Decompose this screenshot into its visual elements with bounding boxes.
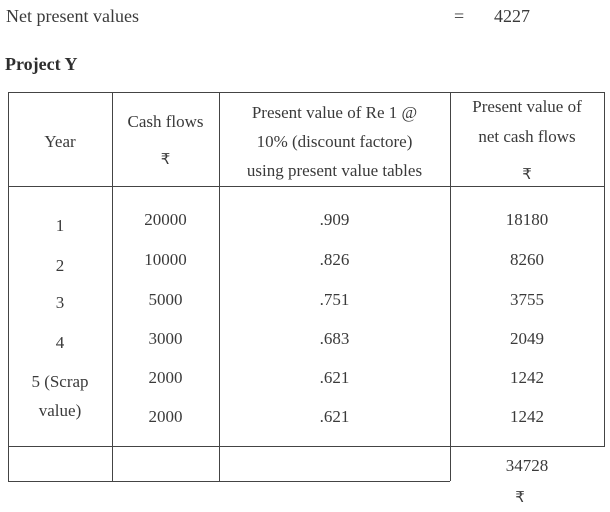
table-cell-factor: .621 [319,368,350,387]
total-pv: 34728 [505,456,549,475]
table-cell-factor: .621 [319,407,350,426]
table-cell-year: 4 [55,333,65,352]
table-right-border [604,92,605,447]
table-cell-year: 1 [55,216,65,235]
col-divider-1 [112,92,113,481]
table-cell-pv: 2049 [510,329,544,348]
col-divider-2 [219,92,220,481]
project-title: Project Y [5,54,78,74]
table-cell-cash-flow: 20000 [144,210,187,229]
table-top-border [8,92,605,93]
table-cell-pv: 3755 [510,290,544,309]
table-left-border [8,92,9,481]
table-cell-cash-flow: 2000 [148,368,183,387]
col-divider-3 [450,92,451,481]
table-cell-cash-flow: 2000 [148,407,183,426]
table-cell-factor: .683 [319,329,350,348]
npv-value: 4227 [494,6,530,26]
table-cell-pv: 18180 [505,210,549,229]
table-cell-pv: 8260 [510,250,544,269]
table-cell-cash-flow: 10000 [144,250,187,269]
table-cell-year: 3 [55,293,65,312]
total-rupee-icon: ₹ [515,488,525,506]
table-bottom-border [8,481,450,482]
table-cell-year: 2 [55,256,65,275]
header-cash-flows: Cash flows [127,112,204,131]
header-bottom-border [8,186,605,187]
table-cell-year: 5 (Scrap [31,372,89,391]
header-pv-factor-line1: Present value of Re 1 @ [251,103,418,122]
body-bottom-border [8,446,605,447]
table-cell-year: value) [38,401,82,420]
header-pv-net-line1: Present value of [472,97,582,116]
npv-equals-sign: = [454,6,465,26]
header-pv-net-line2: net cash flows [478,127,576,146]
header-pv-factor-line2: 10% (discount factore) [256,132,413,151]
table-cell-factor: .909 [319,210,350,229]
header-pv-net-rupee-icon: ₹ [522,165,532,183]
table-cell-cash-flow: 3000 [148,329,183,348]
table-cell-pv: 1242 [510,407,544,426]
table-cell-factor: .826 [319,250,350,269]
header-cash-flows-rupee-icon: ₹ [160,150,171,168]
table-cell-pv: 1242 [510,368,544,387]
header-year: Year [44,132,76,151]
table-cell-factor: .751 [319,290,350,309]
npv-label: Net present values [6,6,139,26]
header-pv-factor-line3: using present value tables [246,161,423,180]
table-cell-cash-flow: 5000 [148,290,183,309]
